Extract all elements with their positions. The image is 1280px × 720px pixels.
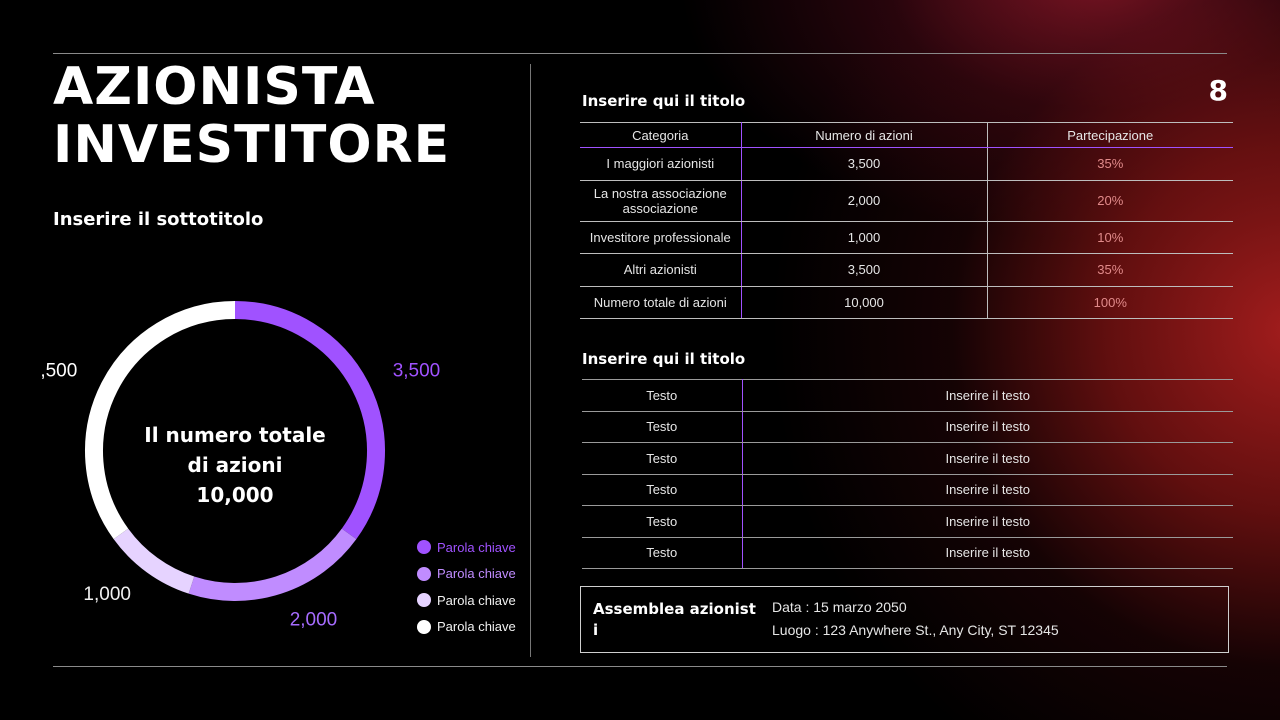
table-row: Testo Inserire il testo — [582, 411, 1233, 443]
legend-swatch — [417, 540, 431, 555]
table2-title: Inserire qui il titolo — [582, 350, 746, 368]
cell-text: Inserire il testo — [742, 379, 1233, 412]
donut-value-label: 3,500 — [40, 361, 77, 382]
table-row: Numero totale di azioni 10,000 100% — [580, 286, 1233, 319]
donut-value-label: 2,000 — [290, 609, 338, 630]
legend-item: Parola chiave — [417, 561, 516, 588]
cell-shares: 3,500 — [741, 147, 988, 181]
subtitle: Inserire il sottotitolo — [53, 209, 264, 230]
legend-swatch — [417, 566, 431, 581]
cell-label: Testo — [582, 379, 743, 412]
legend-label: Parola chiave — [437, 566, 516, 582]
cell-text: Inserire il testo — [742, 411, 1233, 443]
cell-shares: 10,000 — [741, 286, 988, 319]
top-divider — [53, 53, 1227, 54]
chart-legend: Parola chiave Parola chiave Parola chiave P… — [417, 534, 516, 640]
legend-swatch — [417, 619, 431, 634]
legend-item: Parola chiave — [417, 614, 516, 641]
cell-participation: 10% — [987, 221, 1233, 254]
meeting-name: Assemblea azionisti — [593, 600, 756, 639]
cell-shares: 2,000 — [741, 180, 988, 222]
cell-shares: 3,500 — [741, 253, 988, 287]
table-row: Testo Inserire il testo — [582, 537, 1233, 569]
main-title-line1: AZIONISTA — [53, 57, 376, 117]
cell-text: Inserire il testo — [742, 537, 1233, 569]
header-shares: Numero di azioni — [741, 122, 988, 148]
donut-value-label: 1,000 — [83, 584, 131, 605]
table-row: Altri azionisti 3,500 35% — [580, 253, 1233, 287]
legend-label: Parola chiave — [437, 619, 516, 635]
cell-participation: 20% — [987, 180, 1233, 222]
bottom-divider — [53, 666, 1227, 667]
cell-category: Investitore professionale — [580, 221, 742, 254]
cell-category: I maggiori azionisti — [580, 147, 742, 181]
table-row: Testo Inserire il testo — [582, 474, 1233, 506]
legend-label: Parola chiave — [437, 539, 516, 555]
table-row: Testo Inserire il testo — [582, 505, 1233, 538]
cell-label: Testo — [582, 411, 743, 443]
table-row: Testo Inserire il testo — [582, 379, 1233, 412]
legend-swatch — [417, 593, 431, 608]
main-title-line2: INVESTITORE — [53, 115, 451, 175]
cell-participation: 100% — [987, 286, 1233, 319]
donut-slice-3 — [113, 528, 195, 594]
table-header-row: Categoria Numero di azioni Partecipazion… — [580, 122, 1233, 148]
cell-label: Testo — [582, 474, 743, 506]
chart-center-line2: di azioni — [188, 453, 283, 477]
header-category: Categoria — [580, 122, 742, 148]
donut-slice-4 — [85, 301, 236, 540]
shareholder-table: Categoria Numero di azioni Partecipazion… — [580, 122, 1233, 319]
donut-slice-2 — [188, 528, 357, 601]
cell-label: Testo — [582, 442, 743, 475]
cell-category: Numero totale di azioni — [580, 286, 742, 319]
cell-participation: 35% — [987, 147, 1233, 181]
legend-item: Parola chiave — [417, 534, 516, 561]
meeting-info-box: Assemblea azionisti Data : 15 marzo 2050… — [580, 586, 1229, 653]
donut-chart: 3,500 2,000 1,000 3,500 Il numero totale di… — [40, 301, 441, 630]
cell-text: Inserire il testo — [742, 474, 1233, 506]
donut-slice-1 — [234, 301, 385, 540]
cell-participation: 35% — [987, 253, 1233, 287]
table-row: Testo Inserire il testo — [582, 442, 1233, 475]
cell-text: Inserire il testo — [742, 442, 1233, 475]
cell-label: Testo — [582, 505, 743, 538]
text-table: Testo Inserire il testo Testo Inserire il … — [582, 379, 1233, 569]
vertical-divider — [530, 64, 531, 657]
legend-item: Parola chiave — [417, 587, 516, 614]
cell-category: Altri azionisti — [580, 253, 742, 287]
cell-shares: 1,000 — [741, 221, 988, 254]
cell-category: La nostra associazione associazione — [580, 180, 742, 222]
donut-value-label: 3,500 — [393, 361, 441, 382]
table-row: Investitore professionale 1,000 10% — [580, 221, 1233, 254]
main-title: AZIONISTA INVESTITORE — [53, 58, 450, 174]
header-participation: Partecipazione — [987, 122, 1233, 148]
table-row: La nostra associazione associazione 2,00… — [580, 180, 1233, 222]
chart-center-total: 10,000 — [196, 483, 273, 507]
meeting-place: Luogo : 123 Anywhere St., Any City, ST 1… — [772, 622, 1059, 638]
cell-label: Testo — [582, 537, 743, 569]
table-row: I maggiori azionisti 3,500 35% — [580, 147, 1233, 181]
table1-title: Inserire qui il titolo — [582, 92, 746, 110]
page-number: 8 — [1208, 74, 1228, 107]
legend-label: Parola chiave — [437, 592, 516, 608]
chart-center-line1: Il numero totale — [144, 423, 325, 447]
meeting-date: Data : 15 marzo 2050 — [772, 599, 907, 615]
cell-text: Inserire il testo — [742, 505, 1233, 538]
